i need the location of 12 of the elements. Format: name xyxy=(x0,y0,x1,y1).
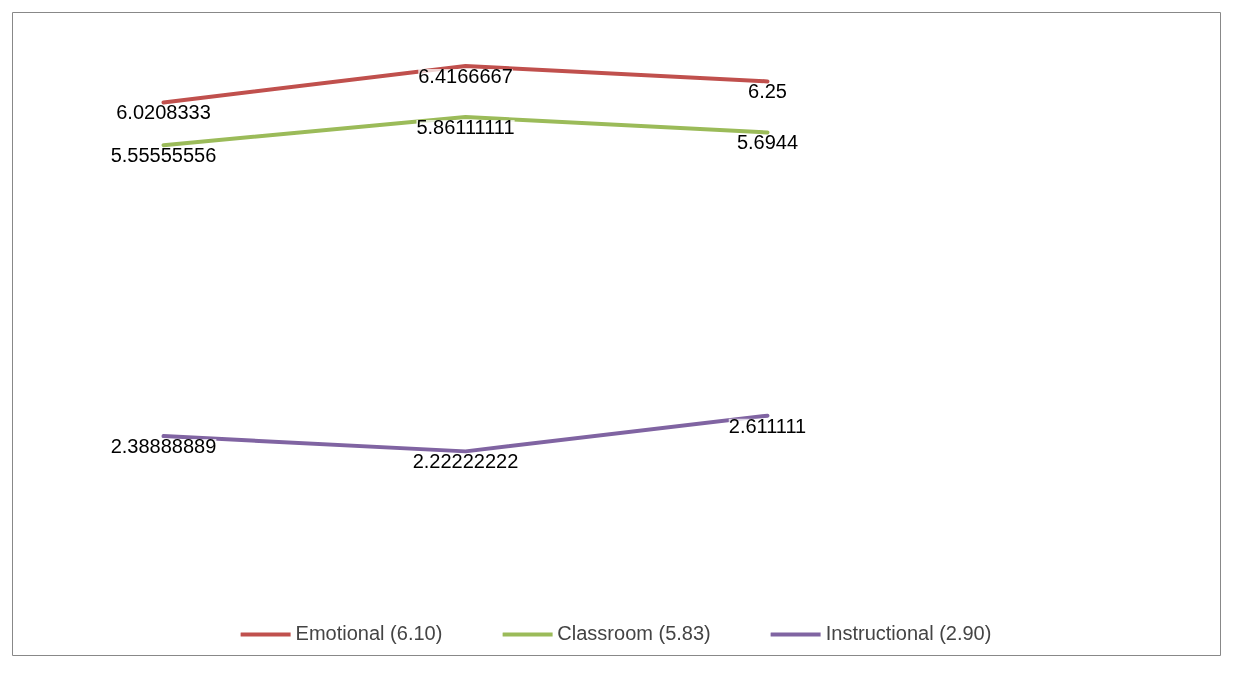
data-label: 5.6944 xyxy=(736,131,799,154)
legend-label: Classroom (5.83) xyxy=(557,622,711,645)
data-label: 6.4166667 xyxy=(418,65,513,88)
data-label: 2.611111 xyxy=(728,414,807,437)
data-label: 6.0208333 xyxy=(116,101,211,124)
data-label: 5.86111111 xyxy=(416,116,515,139)
data-label: 2.38888889 xyxy=(110,435,217,458)
legend-label: Emotional (6.10) xyxy=(295,622,443,645)
data-label: 2.22222222 xyxy=(412,450,519,473)
data-label: 5.55555556 xyxy=(110,144,217,167)
data-label: 6.25 xyxy=(748,80,787,103)
legend-label: Instructional (2.90) xyxy=(825,622,992,645)
